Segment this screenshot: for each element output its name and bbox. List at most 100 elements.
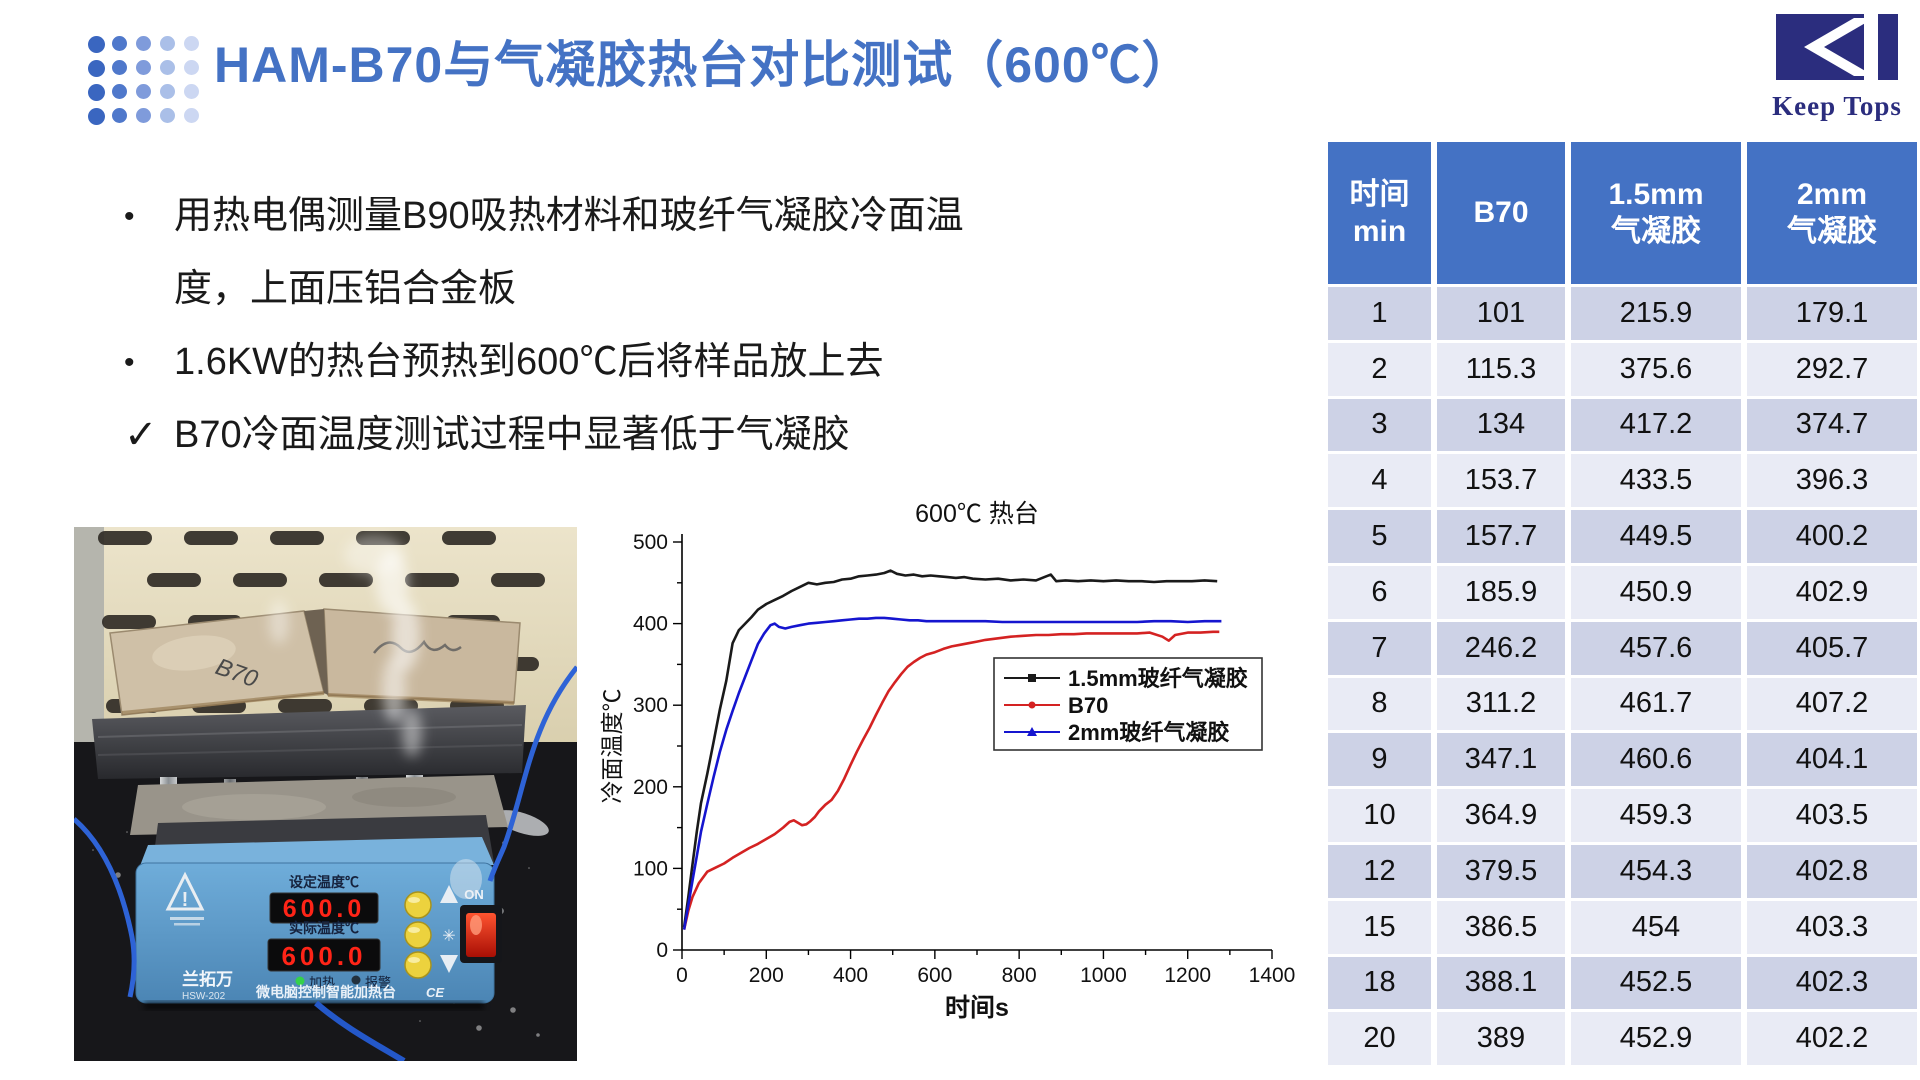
- device-brand: 兰拓万: [182, 969, 233, 989]
- table-cell: 389: [1437, 1012, 1565, 1066]
- svg-text:300: 300: [633, 694, 668, 717]
- table-cell: 461.7: [1571, 677, 1741, 731]
- svg-text:1000: 1000: [1080, 964, 1127, 987]
- logo-dot: [160, 60, 175, 75]
- bullet-text: 1.6KW的热台预热到600℃后将样品放上去: [174, 341, 884, 383]
- table-cell: 15: [1328, 900, 1431, 954]
- sample-plate-aerogel: [323, 608, 521, 704]
- actual-temp-value: 600.0: [281, 941, 366, 971]
- table-cell: 185.9: [1437, 565, 1565, 619]
- svg-text:200: 200: [749, 964, 784, 987]
- table-cell: 452.5: [1571, 956, 1741, 1010]
- set-temp-label: 设定温度℃: [289, 874, 359, 890]
- table-cell: 134: [1437, 398, 1565, 452]
- table-cell: 403.5: [1747, 789, 1917, 842]
- logo-dot: [160, 108, 175, 123]
- table-cell: 179.1: [1747, 287, 1917, 340]
- table-cell: 157.7: [1437, 510, 1565, 563]
- series-line: [682, 616, 1222, 930]
- table-cell: 374.7: [1747, 398, 1917, 452]
- actual-temp-label: 实际温度℃: [289, 920, 359, 936]
- svg-text:400: 400: [633, 613, 668, 636]
- logo-dot: [112, 60, 127, 75]
- bullet-item: ✓ B70冷面温度测试过程中显著低于气凝胶: [124, 399, 1024, 472]
- logo-dot: [160, 36, 175, 51]
- table-cell: 402.8: [1747, 844, 1917, 898]
- logo-dot: [88, 60, 105, 77]
- svg-text:0: 0: [656, 939, 668, 962]
- table-cell: 404.1: [1747, 733, 1917, 787]
- table-cell: 4: [1328, 454, 1431, 508]
- table-cell: 1: [1328, 287, 1431, 340]
- table-cell: 388.1: [1437, 956, 1565, 1010]
- table-cell: 5: [1328, 510, 1431, 563]
- svg-text:400: 400: [833, 964, 868, 987]
- table-cell: 18: [1328, 956, 1431, 1010]
- table-cell: 407.2: [1747, 677, 1917, 731]
- bullet-item: • 1.6KW的热台预热到600℃后将样品放上去: [124, 326, 1024, 399]
- table-cell: 454.3: [1571, 844, 1741, 898]
- smoke: [269, 535, 422, 757]
- table-cell: 12: [1328, 844, 1431, 898]
- svg-text:100: 100: [633, 857, 668, 880]
- on-label: ON: [464, 887, 484, 902]
- table-cell: 246.2: [1437, 621, 1565, 675]
- bullet-list: • 用热电偶测量B90吸热材料和玻纤气凝胶冷面温度，上面压铝合金板 • 1.6K…: [124, 180, 1024, 472]
- page-title: HAM-B70与气凝胶热台对比测试（600℃）: [214, 37, 1193, 93]
- svg-text:!: !: [182, 889, 189, 911]
- logo-dot: [184, 60, 199, 75]
- table-cell: 311.2: [1437, 677, 1565, 731]
- table-cell: 452.9: [1571, 1012, 1741, 1066]
- actual-temp-display: [267, 938, 381, 972]
- ce-mark: CE: [426, 985, 444, 1000]
- svg-text:800: 800: [1002, 964, 1037, 987]
- table-cell: 7: [1328, 621, 1431, 675]
- table-cell: 417.2: [1571, 398, 1741, 452]
- svg-text:1200: 1200: [1164, 964, 1211, 987]
- table-cell: 8: [1328, 677, 1431, 731]
- table-header-cell: 2mm 气凝胶: [1747, 142, 1917, 284]
- table-cell: 402.9: [1747, 565, 1917, 619]
- set-temp-display: [269, 892, 379, 924]
- warning-triangle-icon: [165, 871, 205, 911]
- bullet-marker: •: [124, 346, 135, 379]
- logo-dot: [112, 84, 127, 99]
- logo-dot: [184, 108, 199, 123]
- table-cell: 402.3: [1747, 956, 1917, 1010]
- legend-label: 2mm玻纤气凝胶: [1068, 720, 1229, 745]
- table-header-cell: 1.5mm 气凝胶: [1571, 142, 1741, 284]
- table-cell: 396.3: [1747, 454, 1917, 508]
- heating-led: [295, 976, 305, 986]
- table-cell: 457.6: [1571, 621, 1741, 675]
- logo-dot: [112, 36, 127, 51]
- star-icon: ✳: [442, 928, 455, 945]
- table-cell: 379.5: [1437, 844, 1565, 898]
- table-cell: 10: [1328, 789, 1431, 842]
- table-cell: 3: [1328, 398, 1431, 452]
- thermocouple-wire: [487, 665, 577, 882]
- results-table: 时间 min B70 1.5mm 气凝胶 2mm 气凝胶 1 101 215.9 179.1 2…: [1328, 142, 1917, 1066]
- table-cell: 450.9: [1571, 565, 1741, 619]
- svg-text:500: 500: [633, 531, 668, 554]
- table-cell: 292.7: [1747, 342, 1917, 396]
- logo-dot: [88, 36, 105, 53]
- chart-title: 600℃ 热台: [915, 500, 1039, 528]
- dot-grid-logo: [88, 36, 201, 125]
- keep-tops-logo-text: Keep Tops: [1772, 91, 1902, 121]
- panel-buttons[interactable]: [404, 891, 432, 979]
- logo-dot: [136, 108, 151, 123]
- table-cell: 375.6: [1571, 342, 1741, 396]
- table-cell: 347.1: [1437, 733, 1565, 787]
- table-cell: 101: [1437, 287, 1565, 340]
- chart-ylabel: 冷面温度℃: [599, 689, 625, 804]
- table-header-cell: 时间 min: [1328, 142, 1431, 284]
- series-line: [682, 630, 1220, 930]
- table-cell: 400.2: [1747, 510, 1917, 563]
- down-arrow-icon: [440, 955, 458, 973]
- table-cell: 6: [1328, 565, 1431, 619]
- table-cell: 115.3: [1437, 342, 1565, 396]
- table-cell: 215.9: [1571, 287, 1741, 340]
- heating-led-label: 加热: [309, 975, 335, 990]
- bullet-text: B70冷面温度测试过程中显著低于气凝胶: [174, 414, 850, 456]
